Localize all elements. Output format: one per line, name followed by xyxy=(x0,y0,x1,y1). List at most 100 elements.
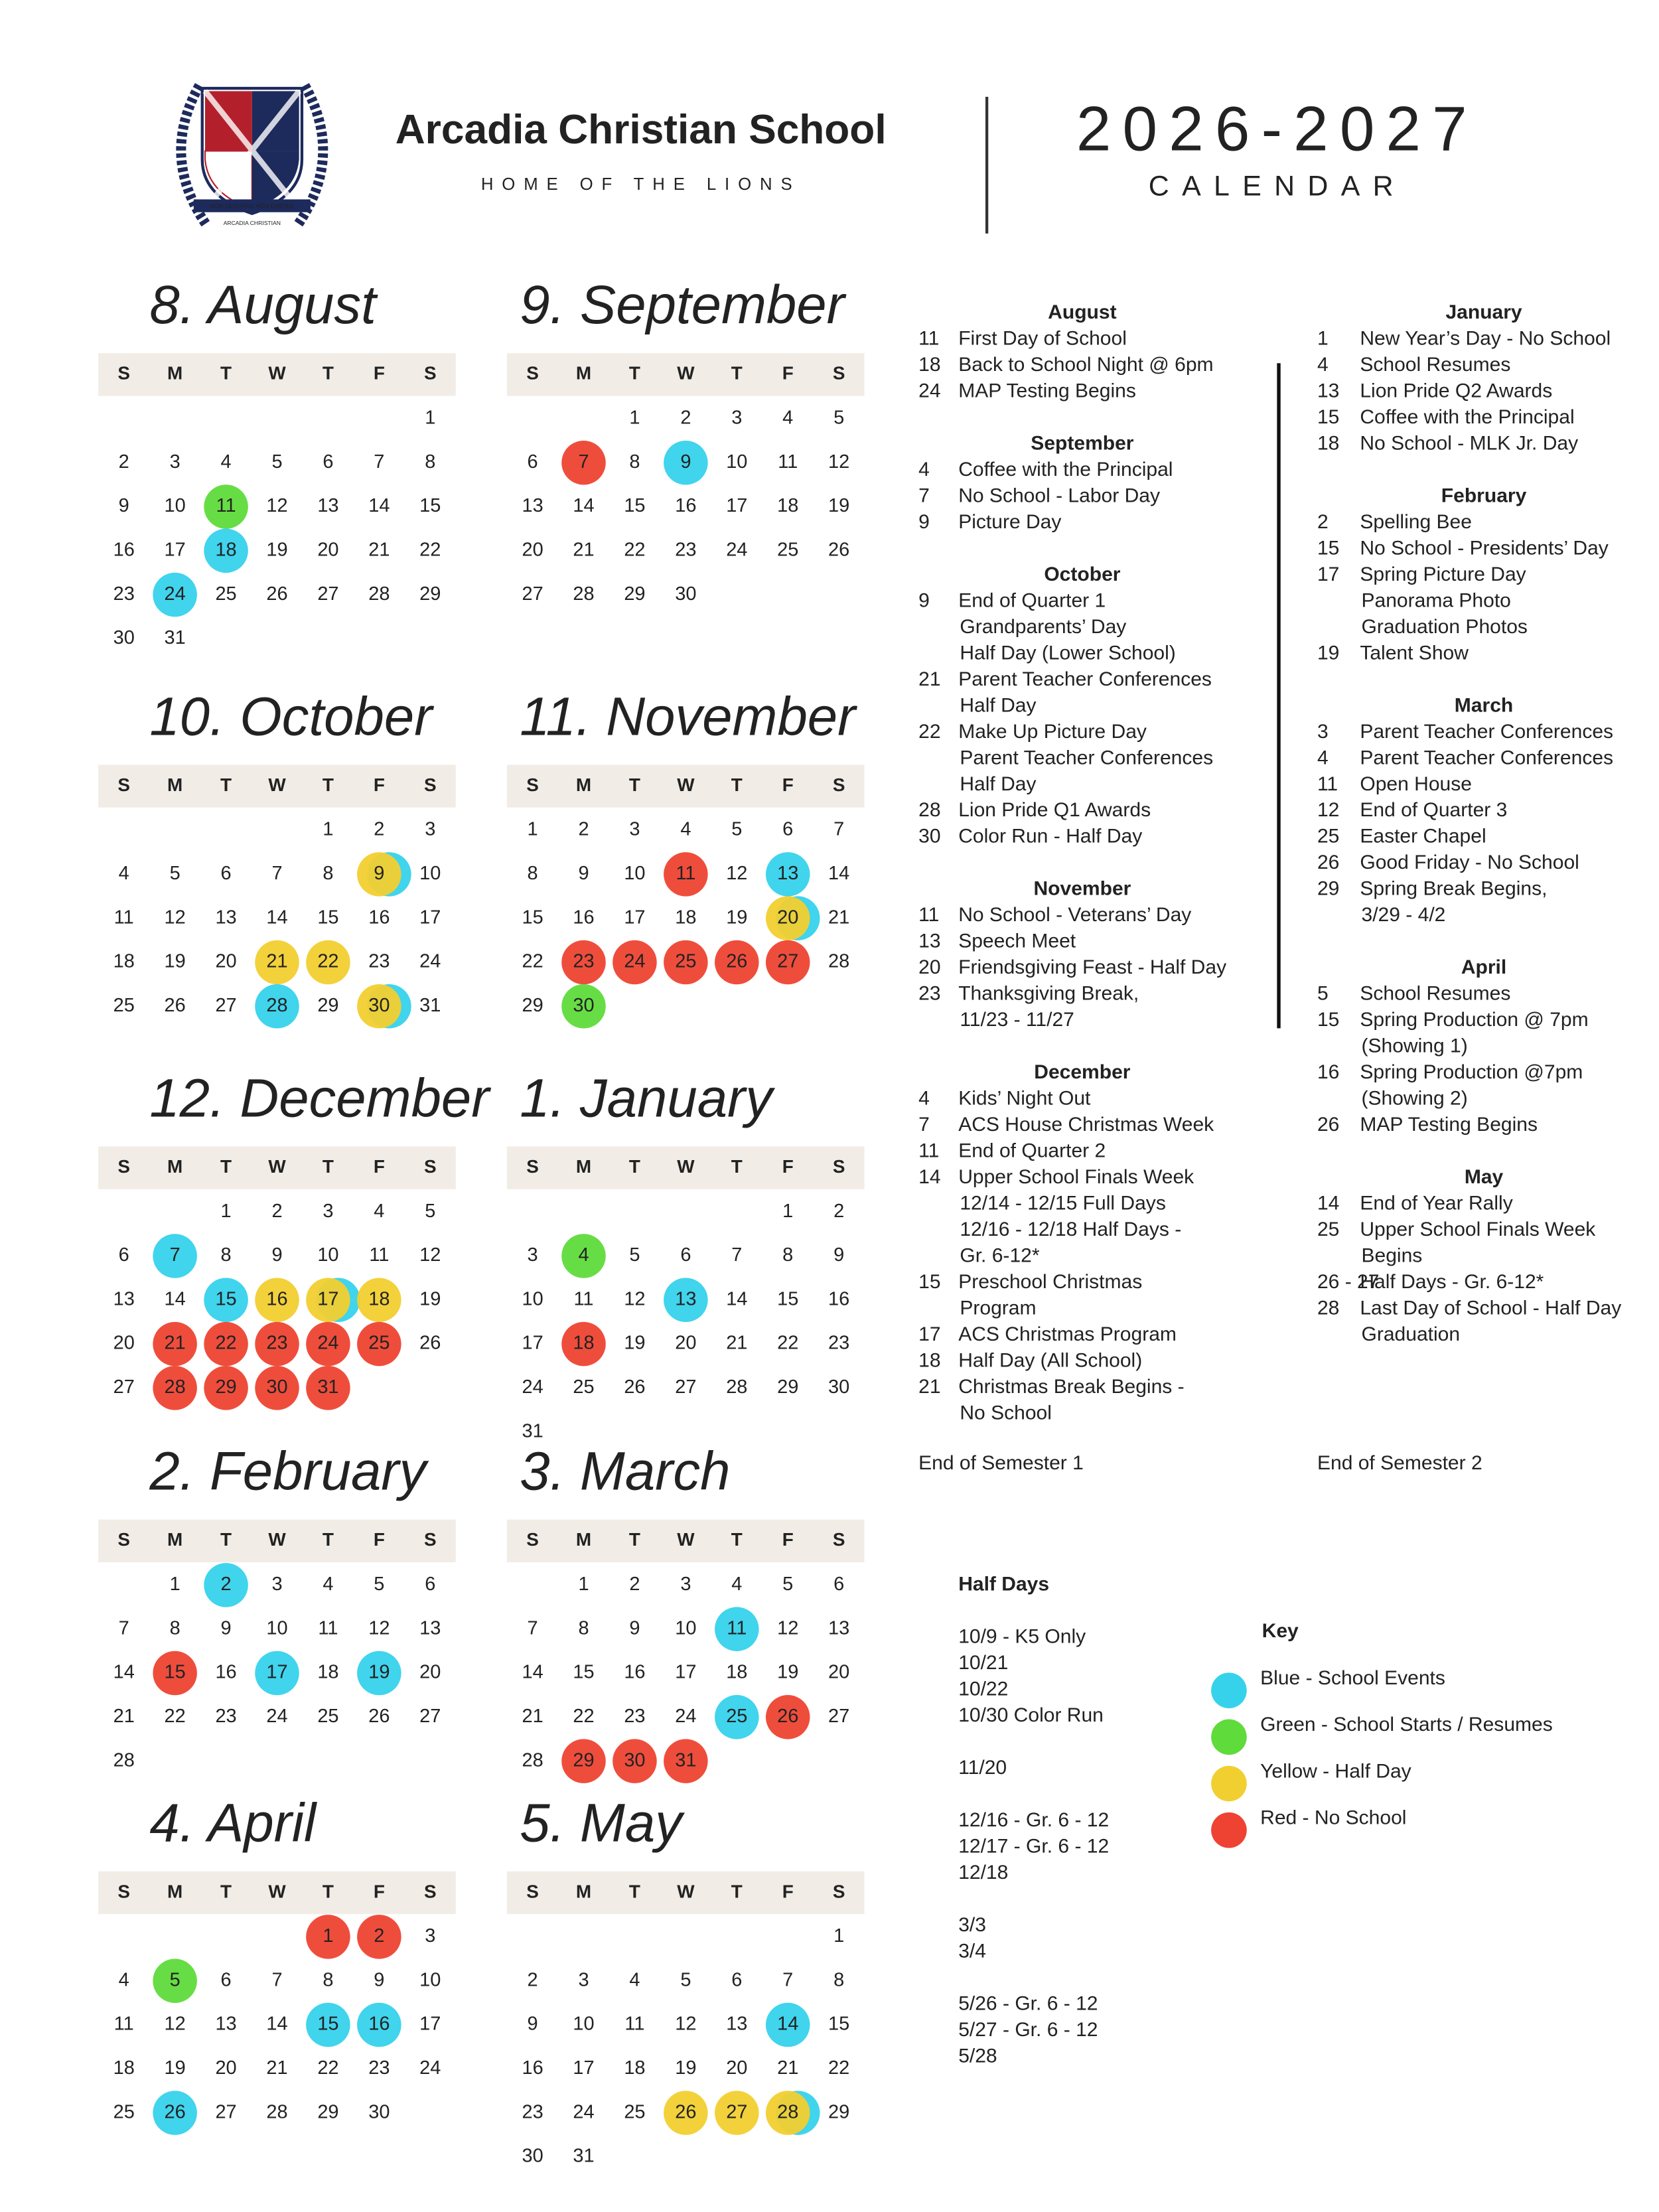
day-highlight xyxy=(357,1651,401,1696)
event-day: 18 xyxy=(1317,432,1339,454)
day-number: 9 xyxy=(374,1969,384,1990)
day-number: 5 xyxy=(629,1244,640,1266)
weekday-label: M xyxy=(167,1156,182,1177)
day-number: 10 xyxy=(573,2014,594,2035)
day-number: 7 xyxy=(119,1617,129,1639)
event-text: MAP Testing Begins xyxy=(958,380,1136,402)
day-number: 6 xyxy=(782,819,793,840)
day-number: 25 xyxy=(573,1376,594,1398)
event-text: Half Day (All School) xyxy=(958,1349,1142,1371)
day-number: 25 xyxy=(777,539,798,560)
day-highlight xyxy=(153,1651,197,1696)
day-number: 9 xyxy=(119,495,129,516)
day-number: 9 xyxy=(374,863,384,884)
half-day-entry: 12/17 - Gr. 6 - 12 xyxy=(958,1836,1109,1858)
day-number: 21 xyxy=(726,1333,747,1354)
event-text: Panorama Photo xyxy=(1361,589,1510,611)
day-number: 11 xyxy=(114,907,134,928)
half-day-entry: 10/9 - K5 Only xyxy=(958,1626,1086,1648)
day-number: 27 xyxy=(777,951,798,972)
weekday-label: S xyxy=(424,363,437,384)
day-highlight xyxy=(204,1321,248,1366)
weekday-label: T xyxy=(220,1156,232,1177)
event-day: 21 xyxy=(918,668,940,690)
day-number: 21 xyxy=(266,2057,287,2079)
day-number: 4 xyxy=(119,1969,129,1990)
day-number: 29 xyxy=(522,995,543,1016)
weekday-label: T xyxy=(731,1156,743,1177)
event-text: Easter Chapel xyxy=(1360,826,1486,848)
event-day: 15 xyxy=(918,1271,940,1293)
day-number: 20 xyxy=(317,539,338,560)
day-number: 27 xyxy=(113,1376,135,1398)
weekday-label: W xyxy=(677,1156,695,1177)
events-month-heading: September xyxy=(1031,432,1134,454)
day-number: 19 xyxy=(777,1662,798,1683)
day-number: 19 xyxy=(828,495,849,516)
day-number: 1 xyxy=(782,1201,793,1222)
day-number: 18 xyxy=(675,907,696,928)
event-text: End of Year Rally xyxy=(1360,1193,1512,1215)
day-number: 30 xyxy=(522,2146,543,2167)
weekday-label: S xyxy=(117,774,130,795)
day-highlight xyxy=(204,484,248,529)
day-highlight xyxy=(561,1234,606,1278)
day-number: 14 xyxy=(165,1288,186,1309)
half-day-entry: 12/16 - Gr. 6 - 12 xyxy=(958,1809,1109,1831)
day-highlight xyxy=(561,984,606,1029)
day-number: 14 xyxy=(266,2014,287,2035)
day-number: 16 xyxy=(573,907,594,928)
day-number: 29 xyxy=(573,1749,594,1771)
event-day: 13 xyxy=(918,930,940,952)
event-day: 25 xyxy=(1317,1218,1339,1240)
day-number: 8 xyxy=(323,863,333,884)
weekday-label: S xyxy=(526,1156,539,1177)
weekday-label: W xyxy=(677,1881,695,1901)
event-text: Parent Teacher Conferences xyxy=(1360,747,1613,769)
key-swatch xyxy=(1211,1812,1247,1848)
weekday-label: F xyxy=(782,1881,794,1901)
day-highlight xyxy=(664,940,708,985)
event-text: Upper School Finals Week xyxy=(958,1166,1194,1188)
day-highlight xyxy=(664,2091,708,2135)
day-number: 9 xyxy=(680,451,691,473)
weekday-label: S xyxy=(117,1156,130,1177)
day-number: 17 xyxy=(522,1333,543,1354)
weekday-label: M xyxy=(576,1529,591,1550)
day-highlight xyxy=(306,2002,350,2047)
day-number: 11 xyxy=(216,495,236,516)
event-text: Lion Pride Q2 Awards xyxy=(1360,380,1552,402)
day-number: 31 xyxy=(675,1749,696,1771)
day-number: 4 xyxy=(629,1969,640,1990)
day-number: 13 xyxy=(215,2014,236,2035)
day-number: 18 xyxy=(317,1662,338,1683)
event-day: 19 xyxy=(1317,642,1339,664)
day-number: 6 xyxy=(119,1244,129,1266)
day-highlight xyxy=(765,1695,810,1739)
day-number: 1 xyxy=(578,1574,589,1595)
event-day: 14 xyxy=(918,1166,940,1188)
day-number: 10 xyxy=(266,1617,287,1639)
day-number: 26 xyxy=(777,1706,798,1727)
day-number: 1 xyxy=(528,819,538,840)
day-number: 5 xyxy=(425,1201,435,1222)
day-number: 18 xyxy=(113,2057,135,2079)
day-number: 25 xyxy=(113,995,135,1016)
day-number: 19 xyxy=(726,907,747,928)
event-day: 22 xyxy=(918,721,940,743)
event-day: 4 xyxy=(1317,354,1329,376)
day-number: 1 xyxy=(221,1201,232,1222)
day-number: 17 xyxy=(675,1662,696,1683)
month-title: 12. December xyxy=(149,1068,491,1128)
day-number: 8 xyxy=(425,451,435,473)
weekday-label: F xyxy=(374,363,385,384)
day-number: 5 xyxy=(170,1969,180,1990)
day-number: 19 xyxy=(368,1662,390,1683)
event-text: (Showing 2) xyxy=(1361,1088,1467,1110)
weekday-label: F xyxy=(782,1156,794,1177)
weekday-label: M xyxy=(167,363,182,384)
weekday-label: F xyxy=(782,363,794,384)
day-number: 30 xyxy=(368,2101,390,2122)
day-number: 23 xyxy=(624,1706,645,1727)
